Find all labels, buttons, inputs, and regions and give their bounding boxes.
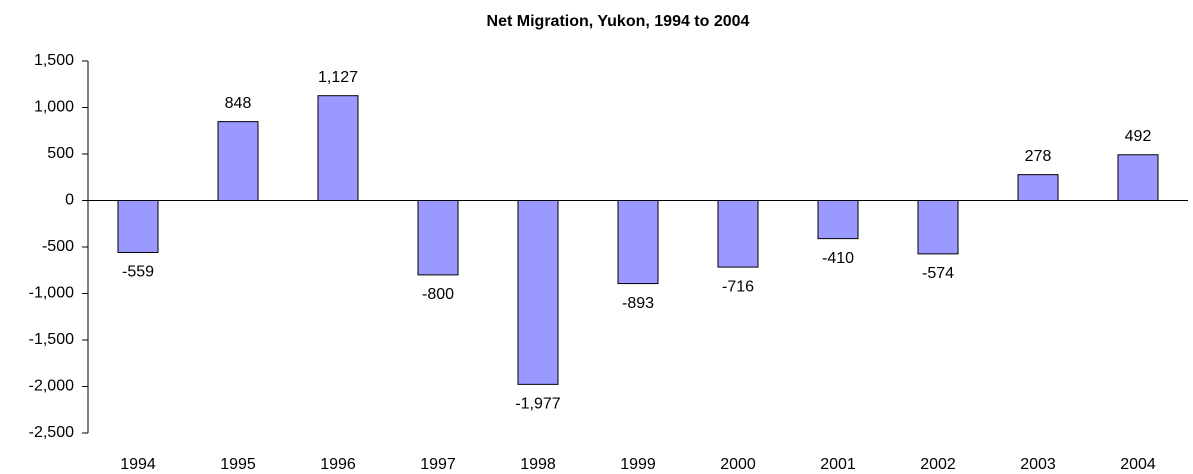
y-tick-label: -2,500 (29, 424, 74, 441)
chart-title: Net Migration, Yukon, 1994 to 2004 (487, 13, 750, 30)
value-label: -1,977 (515, 396, 560, 413)
x-tick-label: 2000 (720, 456, 756, 473)
value-label: 1,127 (318, 69, 358, 86)
value-label: -410 (822, 250, 854, 267)
bar (1017, 174, 1059, 201)
value-label: 278 (1025, 148, 1052, 165)
y-tick-label: -1,500 (29, 331, 74, 348)
value-label: 492 (1125, 128, 1152, 145)
x-tick-label: 2003 (1020, 456, 1056, 473)
value-label: -800 (422, 286, 454, 303)
x-tick-label: 1994 (120, 456, 156, 473)
bar (217, 121, 259, 201)
bar (717, 200, 759, 268)
bar (517, 200, 559, 385)
x-tick-label: 1998 (520, 456, 556, 473)
bar (1117, 154, 1159, 202)
y-tick-label: 0 (65, 192, 74, 209)
bar (317, 95, 359, 201)
x-tick-label: 1997 (420, 456, 456, 473)
x-tick-label: 2004 (1120, 456, 1156, 473)
x-tick-label: 2001 (820, 456, 856, 473)
bar (617, 200, 659, 285)
bar (117, 200, 159, 253)
y-tick-label: 1,000 (34, 99, 74, 116)
y-tick-label: 1,500 (34, 52, 74, 69)
bar (417, 200, 459, 276)
x-tick-label: 1995 (220, 456, 256, 473)
y-tick-label: -1,000 (29, 285, 74, 302)
value-label: -716 (722, 278, 754, 295)
y-tick-label: -500 (42, 238, 74, 255)
bar (917, 200, 959, 255)
value-label: 848 (225, 95, 252, 112)
value-label: -559 (122, 264, 154, 281)
bar (817, 200, 859, 240)
value-label: -574 (922, 265, 954, 282)
y-tick-label: -2,000 (29, 378, 74, 395)
x-tick-label: 1999 (620, 456, 656, 473)
x-tick-label: 1996 (320, 456, 356, 473)
y-tick-label: 500 (47, 145, 74, 162)
x-tick-label: 2002 (920, 456, 956, 473)
value-label: -893 (622, 295, 654, 312)
